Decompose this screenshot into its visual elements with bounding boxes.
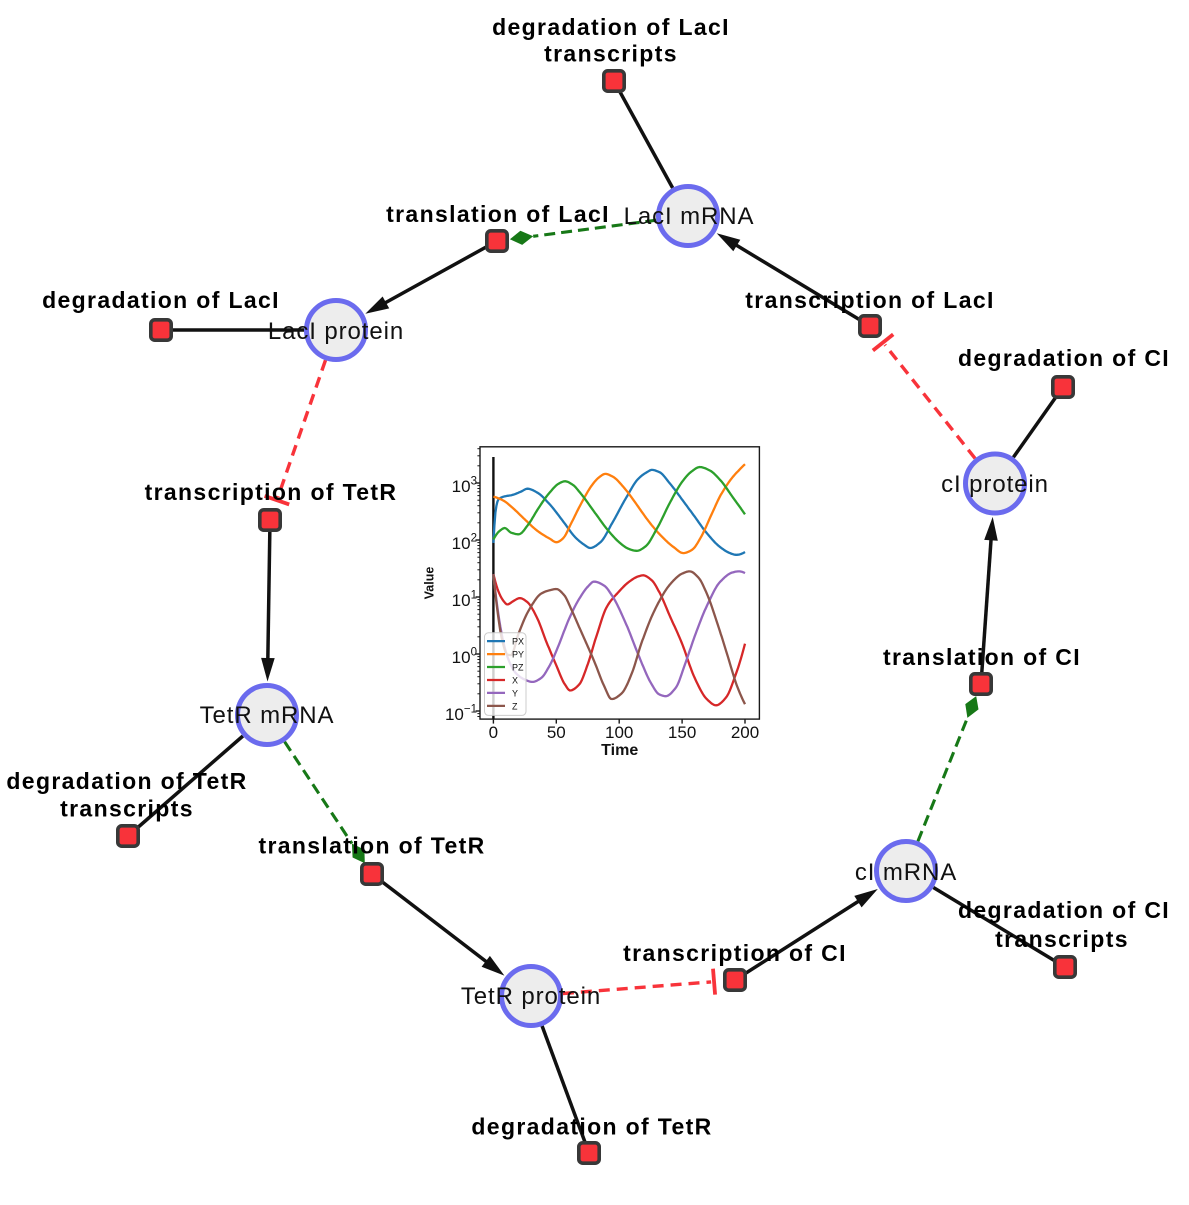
svg-text:transcripts: transcripts <box>995 926 1129 952</box>
svg-text:transcription of CI: transcription of CI <box>623 940 847 966</box>
svg-text:TetR protein: TetR protein <box>461 983 601 1010</box>
svg-text:translation of TetR: translation of TetR <box>258 833 485 859</box>
svg-text:50: 50 <box>547 723 566 742</box>
svg-text:degradation of CI: degradation of CI <box>958 345 1170 371</box>
svg-text:degradation of LacI: degradation of LacI <box>42 287 280 313</box>
svg-text:200: 200 <box>731 723 759 742</box>
svg-text:transcripts: transcripts <box>544 41 678 67</box>
svg-text:degradation of TetR: degradation of TetR <box>471 1114 712 1140</box>
svg-text:cI mRNA: cI mRNA <box>855 859 957 886</box>
svg-text:degradation of CI: degradation of CI <box>958 897 1170 923</box>
svg-text:150: 150 <box>668 723 696 742</box>
svg-text:Time: Time <box>601 742 638 759</box>
svg-text:TetR mRNA: TetR mRNA <box>200 702 335 729</box>
svg-text:0: 0 <box>489 723 498 742</box>
svg-text:translation of CI: translation of CI <box>883 644 1081 670</box>
svg-text:PY: PY <box>512 650 524 660</box>
svg-text:LacI mRNA: LacI mRNA <box>624 203 755 230</box>
svg-text:transcription of LacI: transcription of LacI <box>745 287 994 313</box>
svg-text:Y: Y <box>512 688 518 698</box>
svg-text:PZ: PZ <box>512 663 524 673</box>
svg-text:transcription of TetR: transcription of TetR <box>145 479 398 505</box>
svg-text:cI protein: cI protein <box>941 471 1049 498</box>
svg-text:degradation of TetR: degradation of TetR <box>6 768 247 794</box>
svg-text:Z: Z <box>512 701 518 711</box>
svg-text:X: X <box>512 676 518 686</box>
svg-text:translation of LacI: translation of LacI <box>386 201 610 227</box>
svg-text:degradation of LacI: degradation of LacI <box>492 14 730 40</box>
svg-text:LacI protein: LacI protein <box>268 318 404 345</box>
svg-text:PX: PX <box>512 637 524 647</box>
svg-text:100: 100 <box>605 723 633 742</box>
svg-text:Value: Value <box>423 567 437 600</box>
svg-text:transcripts: transcripts <box>60 796 194 822</box>
